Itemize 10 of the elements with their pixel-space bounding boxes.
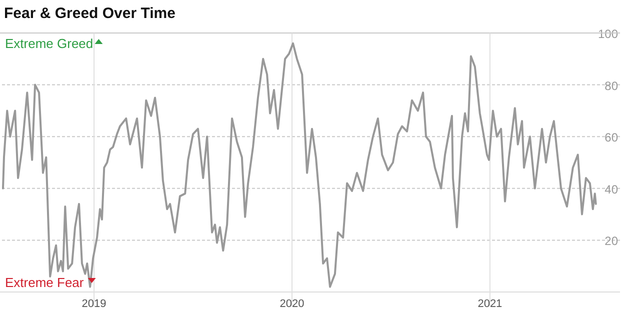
x-tick-label: 2020 [280, 298, 304, 310]
annotation: Extreme Greed [5, 36, 94, 51]
y-tick-label: 20 [604, 234, 618, 248]
annotation: Extreme Fear [5, 275, 84, 290]
y-tick-label: 80 [604, 78, 618, 93]
y-tick-label: 40 [604, 182, 618, 196]
x-tick-label: 2021 [478, 298, 502, 310]
y-tick-label: 60 [604, 130, 618, 145]
chart-title: Fear & Greed Over Time [4, 5, 176, 22]
x-tick-label: 2019 [82, 298, 106, 310]
